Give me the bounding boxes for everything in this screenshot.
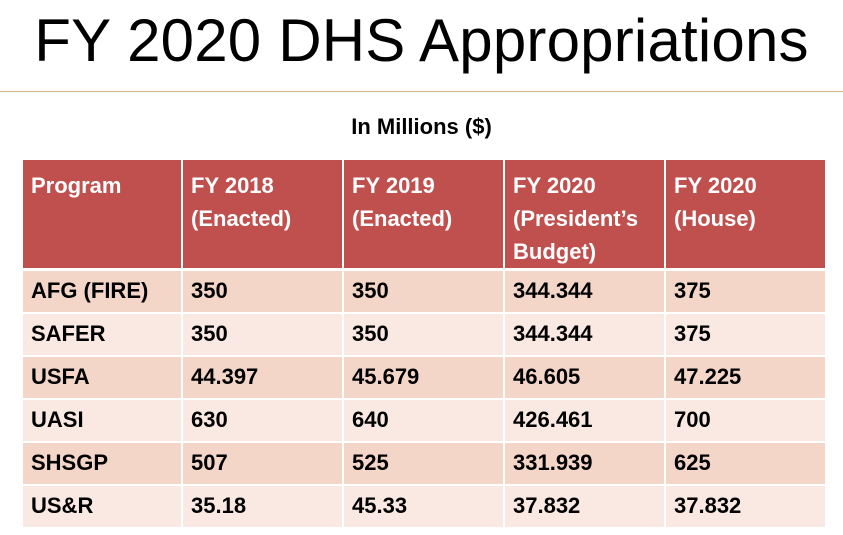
fy2019-cell: 45.33 — [342, 484, 504, 529]
fy2018-cell: 630 — [181, 398, 343, 443]
fy2020-house-cell: 37.832 — [664, 484, 825, 529]
header-line: Program — [31, 173, 122, 198]
header-line: FY 2020 — [674, 173, 757, 198]
table-row: USFA 44.397 45.679 46.605 47.225 — [23, 355, 825, 400]
fy2020-house-cell: 375 — [664, 312, 825, 357]
fy2020-presidents-budget-cell: 344.344 — [503, 269, 665, 314]
fy2018-cell: 350 — [181, 269, 343, 314]
fy2020-presidents-budget-cell: 426.461 — [503, 398, 665, 443]
appropriations-table: Program FY 2018 (Enacted) FY 2019 (Enact… — [23, 160, 825, 529]
header-fy2020-house: FY 2020 (House) — [664, 160, 825, 271]
table-row: US&R 35.18 45.33 37.832 37.832 — [23, 484, 825, 529]
program-cell: SAFER — [23, 312, 182, 357]
fy2020-presidents-budget-cell: 344.344 — [503, 312, 665, 357]
header-fy2020-presidents-budget: FY 2020 (President’s Budget) — [503, 160, 665, 271]
table-row: SAFER 350 350 344.344 375 — [23, 312, 825, 357]
fy2019-cell: 525 — [342, 441, 504, 486]
fy2020-presidents-budget-cell: 37.832 — [503, 484, 665, 529]
fy2019-cell: 350 — [342, 312, 504, 357]
program-cell: USFA — [23, 355, 182, 400]
header-line: FY 2018 — [191, 173, 274, 198]
fy2019-cell: 350 — [342, 269, 504, 314]
fy2020-house-cell: 625 — [664, 441, 825, 486]
header-line: (House) — [674, 206, 756, 231]
table-row: SHSGP 507 525 331.939 625 — [23, 441, 825, 486]
header-line: (Enacted) — [352, 206, 453, 231]
fy2020-presidents-budget-cell: 331.939 — [503, 441, 665, 486]
fy2018-cell: 507 — [181, 441, 343, 486]
program-cell: US&R — [23, 484, 182, 529]
table-row: UASI 630 640 426.461 700 — [23, 398, 825, 443]
program-cell: SHSGP — [23, 441, 182, 486]
fy2020-house-cell: 700 — [664, 398, 825, 443]
header-line: (President’s — [513, 206, 639, 231]
program-cell: UASI — [23, 398, 182, 443]
header-line: FY 2019 — [352, 173, 435, 198]
table-row: AFG (FIRE) 350 350 344.344 375 — [23, 269, 825, 314]
fy2018-cell: 350 — [181, 312, 343, 357]
title-divider — [0, 91, 843, 92]
header-line: (Enacted) — [191, 206, 292, 231]
fy2018-cell: 44.397 — [181, 355, 343, 400]
header-fy2019-enacted: FY 2019 (Enacted) — [342, 160, 504, 271]
table-subtitle: In Millions ($) — [351, 114, 492, 139]
fy2020-presidents-budget-cell: 46.605 — [503, 355, 665, 400]
header-program: Program — [23, 160, 182, 271]
table-header-row: Program FY 2018 (Enacted) FY 2019 (Enact… — [23, 160, 825, 271]
fy2020-house-cell: 47.225 — [664, 355, 825, 400]
fy2018-cell: 35.18 — [181, 484, 343, 529]
fy2019-cell: 640 — [342, 398, 504, 443]
fy2020-house-cell: 375 — [664, 269, 825, 314]
program-cell: AFG (FIRE) — [23, 269, 182, 314]
header-line: Budget) — [513, 239, 597, 264]
header-line: FY 2020 — [513, 173, 596, 198]
header-fy2018-enacted: FY 2018 (Enacted) — [181, 160, 343, 271]
slide-title: FY 2020 DHS Appropriations — [34, 7, 809, 74]
fy2019-cell: 45.679 — [342, 355, 504, 400]
